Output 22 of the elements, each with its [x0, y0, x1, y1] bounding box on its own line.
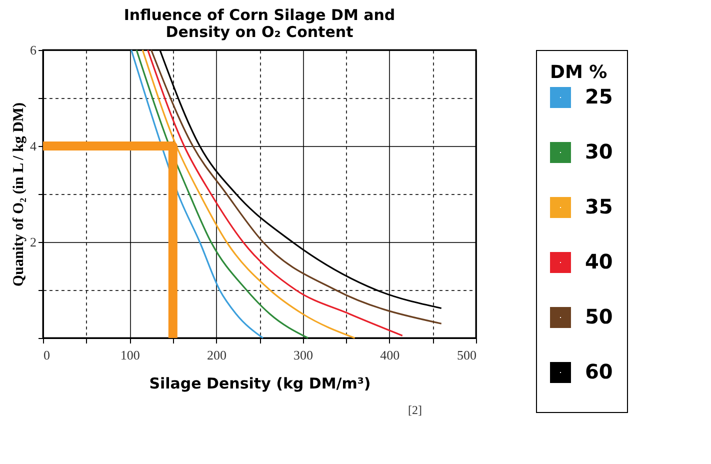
x-tick-label: 400: [380, 348, 400, 362]
y-tick-label: 6: [30, 42, 37, 58]
legend-label: 40: [585, 250, 613, 274]
x-tick-label: 300: [294, 348, 314, 362]
legend-label: 30: [585, 140, 613, 164]
line-series: [146, 49, 404, 336]
text: [2]: [408, 403, 422, 417]
legend-label: 50: [585, 304, 613, 328]
y-tick-label: 4: [30, 138, 37, 154]
x-tick-label: 200: [206, 348, 226, 362]
x-axis-title: Silage Density (kg DM/m³): [149, 374, 371, 392]
text: Density on O₂ Content: [166, 23, 354, 41]
x-tick-label: 100: [120, 348, 140, 362]
x-tick-label: 0: [44, 348, 50, 362]
x-tick-label: 500: [457, 348, 476, 362]
legend-label: 35: [585, 194, 613, 218]
legend-label: 25: [585, 84, 613, 108]
text: Influence of Corn Silage DM and: [124, 6, 396, 24]
legend-title: DM %: [550, 62, 608, 83]
legend-label: 60: [585, 360, 613, 384]
y-axis-title: Quanity of O₂ (in L / kg DM): [11, 102, 27, 287]
y-tick-label: 2: [30, 234, 36, 250]
